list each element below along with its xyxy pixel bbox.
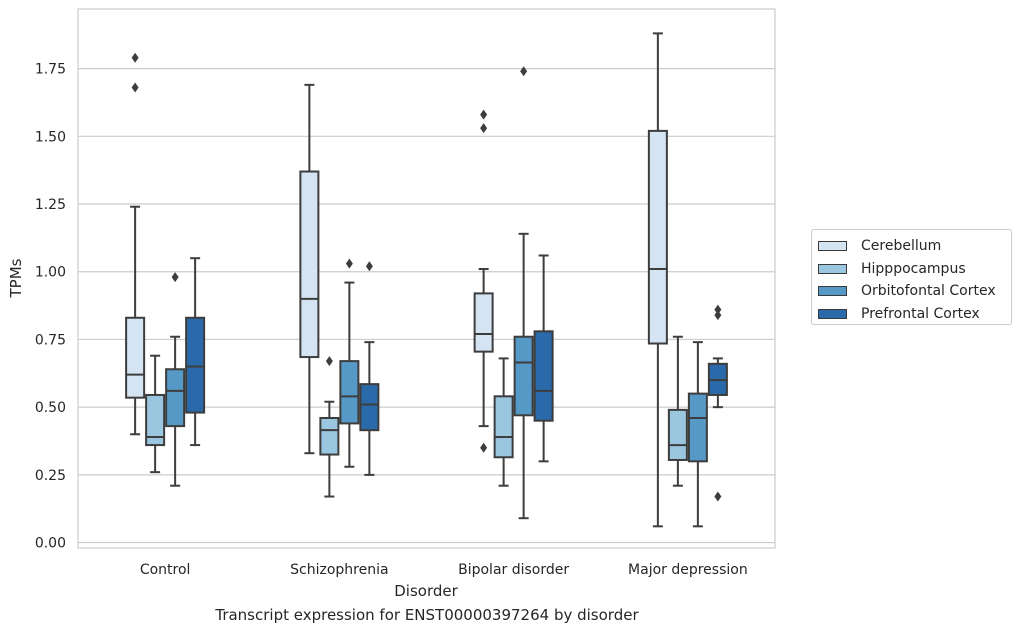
legend-label: Hipppocampus	[861, 260, 966, 277]
outlier-point	[131, 52, 139, 63]
y-tick-label: 1.00	[35, 265, 66, 281]
outlier-point	[714, 304, 722, 315]
y-tick-label: 0.25	[35, 468, 66, 484]
legend-item: Orbitofontal Cortex	[818, 280, 1011, 303]
box-series	[125, 32, 728, 528]
series-orbitofontal-cortex	[165, 66, 708, 528]
box	[145, 393, 166, 447]
box	[339, 360, 360, 425]
box	[533, 330, 554, 422]
legend-item: Hipppocampus	[818, 258, 1011, 281]
box	[319, 416, 340, 456]
y-tick-label: 1.25	[35, 197, 66, 213]
legend-swatch	[818, 308, 847, 319]
box	[359, 383, 380, 432]
legend-label: Orbitofontal Cortex	[861, 283, 996, 300]
chart-caption: Transcript expression for ENST0000039726…	[215, 606, 639, 624]
plot-area	[77, 8, 776, 549]
box	[493, 395, 514, 459]
box	[473, 292, 494, 353]
x-axis-title: Disorder	[394, 582, 458, 600]
legend-item: Prefrontal Cortex	[818, 303, 1011, 326]
outlier-point	[325, 356, 333, 367]
legend: Cerebellum Hipppocampus Orbitofontal Corte…	[811, 229, 1012, 325]
series-hipppocampus	[145, 335, 688, 498]
outlier-point	[480, 123, 488, 134]
legend-swatch	[818, 286, 847, 297]
y-tick-labels: 0.00 0.25 0.50 0.75 1.00 1.25 1.50 1.75	[35, 62, 66, 552]
legend-item: Cerebellum	[818, 235, 1011, 258]
outlier-point	[171, 272, 179, 283]
y-tick-label: 0.75	[35, 332, 66, 348]
outlier-point	[345, 258, 353, 269]
outlier-point	[714, 491, 722, 502]
box	[299, 170, 320, 359]
y-axis-title: TPMs	[7, 258, 25, 298]
x-tick-label: Schizophrenia	[290, 562, 388, 578]
y-tick-label: 1.75	[35, 62, 66, 78]
box	[125, 316, 146, 399]
outlier-point	[520, 66, 528, 77]
box	[513, 335, 534, 417]
series-cerebellum	[125, 32, 668, 528]
legend-swatch	[818, 263, 847, 274]
outlier-point	[365, 261, 373, 272]
box	[667, 408, 688, 461]
y-tick-label: 0.50	[35, 400, 66, 416]
outlier-point	[480, 109, 488, 120]
x-tick-labels: Control Schizophrenia Bipolar disorder Majo…	[140, 562, 748, 578]
outlier-point	[714, 310, 722, 321]
box	[185, 316, 206, 414]
x-tick-label: Bipolar disorder	[458, 562, 569, 578]
box	[647, 129, 668, 345]
x-tick-label: Control	[140, 562, 191, 578]
box	[165, 368, 186, 428]
legend-label: Prefrontal Cortex	[861, 305, 980, 322]
y-tick-label: 1.50	[35, 129, 66, 145]
legend-swatch	[818, 241, 847, 252]
legend-label: Cerebellum	[861, 238, 942, 255]
box	[687, 392, 708, 463]
y-tick-label: 0.00	[35, 536, 66, 552]
outlier-point	[480, 442, 488, 453]
series-prefrontal-cortex	[185, 254, 728, 502]
x-tick-label: Major depression	[628, 562, 748, 578]
outlier-point	[131, 82, 139, 93]
